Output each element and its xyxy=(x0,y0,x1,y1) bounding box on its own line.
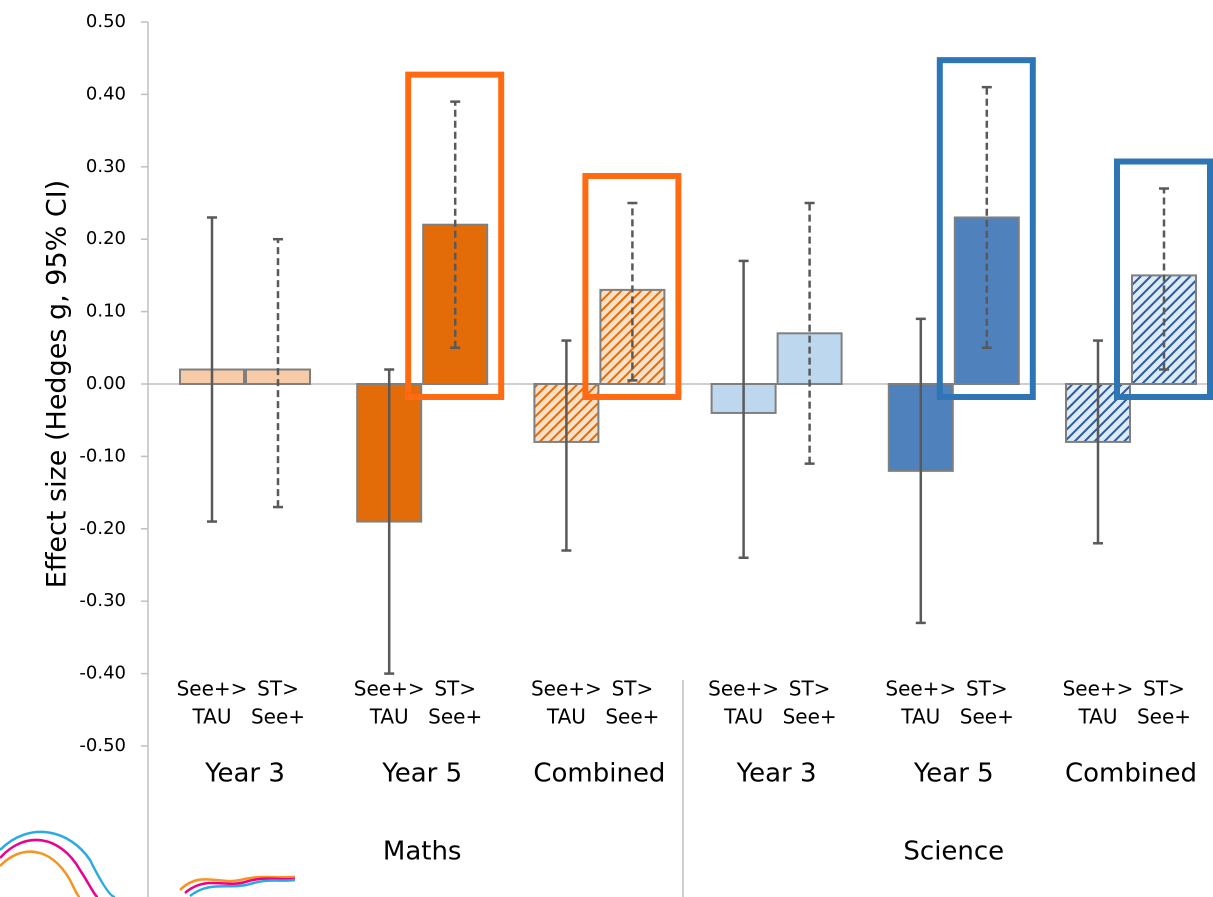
x-tick-label: See+> xyxy=(531,677,602,701)
x-tick-label: See+ xyxy=(960,705,1014,729)
x-tick-label: ST> xyxy=(789,677,831,701)
x-tick-label: TAU xyxy=(900,705,940,729)
x-tick-label: ST> xyxy=(612,677,654,701)
subject-label: Maths xyxy=(383,837,462,867)
y-tick-label: 0.30 xyxy=(86,156,126,177)
subject-label: Science xyxy=(903,837,1004,867)
x-tick-label: See+> xyxy=(708,677,779,701)
x-tick-label: See+> xyxy=(1063,677,1134,701)
y-tick-label: -0.10 xyxy=(79,445,126,466)
y-tick-label: 0.40 xyxy=(86,83,126,104)
y-tick-label: 0.00 xyxy=(86,373,126,394)
y-axis-label: Effect size (Hedges g, 95% CI) xyxy=(42,180,73,588)
group-label: Year 5 xyxy=(913,759,994,789)
y-tick-label: -0.40 xyxy=(79,663,126,684)
x-tick-label: TAU xyxy=(369,705,409,729)
x-tick-label: See+> xyxy=(885,677,956,701)
x-tick-label: See+ xyxy=(251,705,305,729)
x-tick-label: See+> xyxy=(354,677,425,701)
x-tick-label: TAU xyxy=(723,705,763,729)
y-tick-label: 0.10 xyxy=(86,301,126,322)
y-tick-label: -0.50 xyxy=(79,735,126,756)
x-tick-label: See+ xyxy=(605,705,659,729)
chart: Effect size (Hedges g, 95% CI) -0.50 -0.4… xyxy=(0,0,1213,897)
group-label: Year 5 xyxy=(381,759,462,789)
x-tick-label: See+ xyxy=(783,705,837,729)
y-tick-label: 0.50 xyxy=(86,11,126,32)
group-label: Year 3 xyxy=(204,759,285,789)
group-label: Year 3 xyxy=(736,759,817,789)
x-tick-label: TAU xyxy=(546,705,586,729)
y-tick-label: -0.30 xyxy=(79,590,126,611)
group-label: Combined xyxy=(533,759,665,789)
x-tick-label: TAU xyxy=(192,705,232,729)
x-tick-label: See+ xyxy=(428,705,482,729)
bar xyxy=(600,290,664,384)
x-tick-label: TAU xyxy=(1078,705,1118,729)
y-tick-label: 0.20 xyxy=(86,228,126,249)
x-tick-label: ST> xyxy=(1143,677,1185,701)
group-label: Combined xyxy=(1065,759,1197,789)
x-tick-label: ST> xyxy=(257,677,299,701)
x-tick-label: ST> xyxy=(434,677,476,701)
x-tick-label: See+> xyxy=(177,677,248,701)
x-tick-label: See+ xyxy=(1137,705,1191,729)
x-tick-label: ST> xyxy=(966,677,1008,701)
y-tick-label: -0.20 xyxy=(79,518,126,539)
